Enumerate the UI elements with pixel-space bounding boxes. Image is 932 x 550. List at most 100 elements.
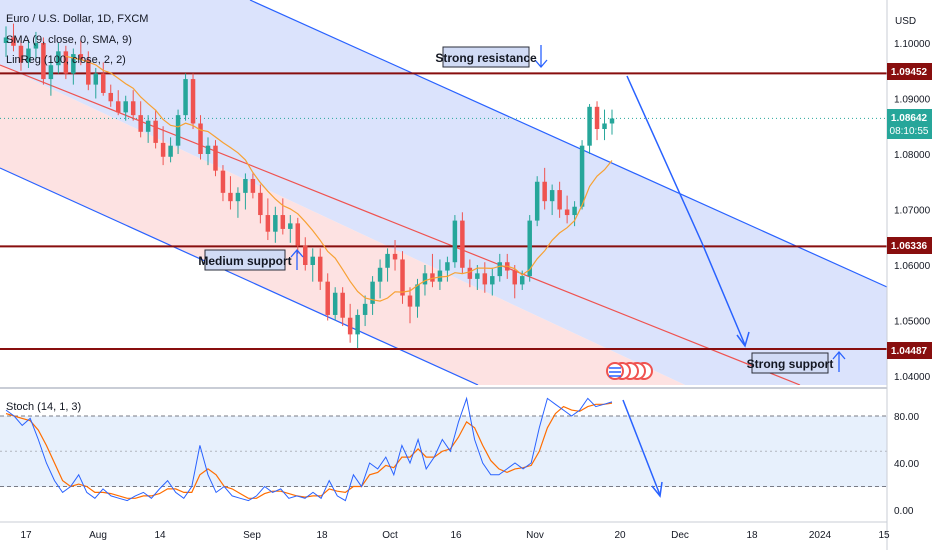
time-axis[interactable]: 17 Aug 14 Sep 18 Oct 16 Nov 20 Dec 18 2024 15	[20, 530, 890, 541]
candle-body[interactable]	[340, 292, 345, 318]
candle-body[interactable]	[542, 181, 547, 202]
candle-body[interactable]	[452, 220, 458, 263]
candle-body[interactable]	[325, 281, 330, 315]
candle-body[interactable]	[18, 45, 24, 63]
projection-arrows	[622, 75, 750, 498]
candle-body[interactable]	[115, 101, 121, 113]
annotation-medium-support[interactable]: Medium support	[198, 249, 292, 271]
candle-body[interactable]	[183, 79, 188, 116]
candle-body[interactable]	[370, 281, 375, 304]
candle-body[interactable]	[385, 253, 390, 268]
candle-body[interactable]	[317, 256, 323, 282]
candle-body[interactable]	[228, 192, 233, 202]
candle-body[interactable]	[108, 92, 113, 102]
candle-body[interactable]	[190, 79, 196, 124]
candle-body[interactable]	[265, 215, 271, 232]
candle-body[interactable]	[26, 48, 31, 63]
candle-body[interactable]	[482, 273, 488, 285]
candle-body[interactable]	[332, 292, 338, 315]
candle-body[interactable]	[273, 215, 278, 232]
candle-body[interactable]	[437, 270, 443, 282]
stoch-projection-path[interactable]	[622, 399, 661, 496]
candle-body[interactable]	[48, 65, 54, 80]
candle-body[interactable]	[445, 262, 450, 271]
candle-body[interactable]	[303, 245, 308, 265]
candle-body[interactable]	[243, 178, 248, 193]
candle-body[interactable]	[475, 273, 480, 279]
candle-body[interactable]	[198, 123, 203, 154]
symbol-title[interactable]: Euro / U.S. Dollar, 1D, FXCM	[6, 13, 148, 25]
candle-body[interactable]	[587, 106, 592, 146]
us-flag-icon[interactable]	[606, 362, 624, 380]
candle-body[interactable]	[347, 317, 353, 335]
candle-body[interactable]	[602, 123, 607, 130]
channel-upper-line[interactable]	[249, 0, 887, 288]
annotation-strong-resistance[interactable]: Strong resistance	[435, 46, 537, 68]
candle-body[interactable]	[78, 54, 84, 60]
candle-body[interactable]	[130, 101, 136, 116]
candle-body[interactable]	[86, 59, 91, 85]
price-tick-label: 1.09000	[894, 95, 931, 106]
candle-body[interactable]	[93, 73, 99, 85]
candle-body[interactable]	[407, 295, 413, 307]
sma-indicator-label[interactable]: SMA (9, close, 0, SMA, 9)	[6, 34, 132, 46]
candle-body[interactable]	[519, 276, 525, 285]
candle-body[interactable]	[490, 276, 495, 285]
candle-body[interactable]	[235, 192, 241, 202]
candle-body[interactable]	[280, 215, 286, 229]
candle-body[interactable]	[41, 43, 46, 80]
candle-body[interactable]	[460, 220, 465, 268]
candle-body[interactable]	[295, 223, 301, 246]
time-tick-label: 16	[450, 530, 462, 541]
annotation-strong-support[interactable]: Strong support	[747, 352, 834, 374]
candle-body[interactable]	[145, 120, 151, 132]
candle-body[interactable]	[392, 253, 398, 260]
candle-body[interactable]	[168, 145, 173, 157]
candle-body[interactable]	[205, 145, 211, 154]
candle-body[interactable]	[400, 259, 405, 296]
candle-body[interactable]	[71, 54, 76, 74]
candle-body[interactable]	[33, 43, 39, 49]
candle-body[interactable]	[564, 209, 570, 216]
candle-body[interactable]	[609, 118, 615, 124]
candle-body[interactable]	[572, 206, 577, 216]
candle-body[interactable]	[220, 170, 226, 193]
candle-body[interactable]	[310, 256, 315, 265]
candle-body[interactable]	[549, 190, 555, 202]
candle-body[interactable]	[594, 106, 600, 130]
stoch-indicator-label[interactable]: Stoch (14, 1, 3)	[6, 401, 81, 413]
candle-body[interactable]	[175, 115, 181, 146]
linreg-indicator-label[interactable]: LinReg (100, close, 2, 2)	[6, 54, 126, 66]
price-axis[interactable]	[887, 0, 932, 550]
candle-body[interactable]	[430, 273, 435, 282]
flag-stripes-icon	[609, 367, 621, 377]
candle-body[interactable]	[138, 115, 143, 132]
candle-body[interactable]	[153, 120, 158, 143]
candle-body[interactable]	[512, 270, 517, 285]
candle-body[interactable]	[497, 262, 503, 277]
candle-body[interactable]	[362, 303, 368, 315]
candle-body[interactable]	[579, 145, 585, 207]
candle-body[interactable]	[415, 284, 420, 307]
event-flags[interactable]	[606, 362, 653, 380]
candle-body[interactable]	[422, 273, 428, 285]
candle-body[interactable]	[288, 223, 293, 229]
projection-path[interactable]	[626, 75, 746, 346]
candle-body[interactable]	[258, 192, 263, 216]
candle-body[interactable]	[557, 190, 562, 210]
candle-body[interactable]	[527, 220, 532, 277]
candle-body[interactable]	[123, 101, 128, 113]
candle-body[interactable]	[377, 267, 383, 282]
candle-body[interactable]	[101, 73, 106, 93]
candle-body[interactable]	[250, 178, 256, 193]
candle-body[interactable]	[467, 267, 473, 279]
candle-body[interactable]	[56, 51, 61, 66]
candle-body[interactable]	[3, 37, 9, 43]
candle-body[interactable]	[11, 37, 16, 46]
candle-body[interactable]	[534, 181, 540, 221]
candle-body[interactable]	[355, 314, 360, 335]
candle-body[interactable]	[63, 51, 69, 74]
candle-body[interactable]	[213, 145, 218, 171]
candle-body[interactable]	[160, 142, 166, 157]
